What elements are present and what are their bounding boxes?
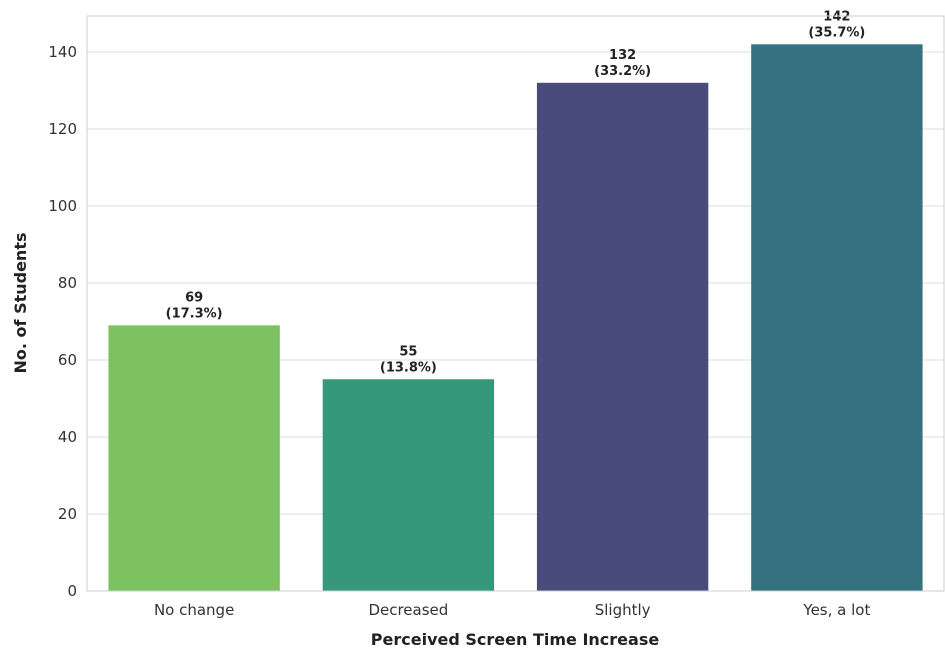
x-axis-ticks: No change Decreased Slightly Yes, a lot: [154, 601, 871, 619]
y-tick-label: 60: [58, 351, 77, 369]
data-labels: 69(17.3%) 55(13.8%) 132(33.2%) 142(35.7%): [166, 9, 866, 375]
bar-percent-label: (13.8%): [380, 360, 437, 375]
x-tick-label: Yes, a lot: [802, 601, 870, 619]
y-axis-title: No. of Students: [11, 233, 30, 374]
y-tick-label: 100: [48, 197, 77, 215]
x-axis-title: Perceived Screen Time Increase: [371, 630, 660, 649]
bar: [536, 82, 709, 592]
y-tick-label: 40: [58, 428, 77, 446]
y-tick-label: 120: [48, 120, 77, 138]
bar: [322, 379, 495, 591]
bar-percent-label: (35.7%): [808, 25, 865, 40]
bar-percent-label: (17.3%): [166, 306, 223, 321]
y-tick-label: 140: [48, 43, 77, 61]
plot-frame: [86, 15, 945, 592]
bar-value-label: 142: [823, 9, 850, 24]
bar-percent-label: (33.2%): [594, 64, 651, 79]
x-tick-label: Decreased: [368, 601, 448, 619]
bar: [751, 44, 923, 592]
y-tick-label: 20: [58, 505, 77, 523]
bar-value-label: 55: [399, 344, 417, 359]
y-axis-ticks: 0 20 40 60 80 100 120 140: [48, 43, 77, 600]
bar-value-label: 69: [185, 290, 203, 305]
x-tick-label: No change: [154, 601, 234, 619]
bar-value-label: 132: [609, 48, 636, 63]
bar: [108, 325, 280, 591]
y-tick-label: 0: [67, 582, 77, 600]
x-tick-label: Slightly: [595, 601, 651, 619]
y-tick-label: 80: [58, 274, 77, 292]
bars: [108, 44, 923, 592]
